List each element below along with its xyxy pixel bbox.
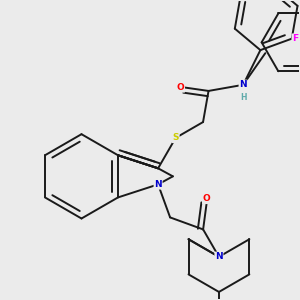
Text: N: N	[154, 180, 162, 189]
Text: N: N	[239, 80, 247, 89]
Text: O: O	[203, 194, 211, 203]
Text: F: F	[292, 34, 298, 43]
Text: N: N	[215, 252, 223, 261]
Text: O: O	[177, 83, 184, 92]
Text: S: S	[172, 134, 179, 142]
Text: H: H	[240, 93, 246, 102]
